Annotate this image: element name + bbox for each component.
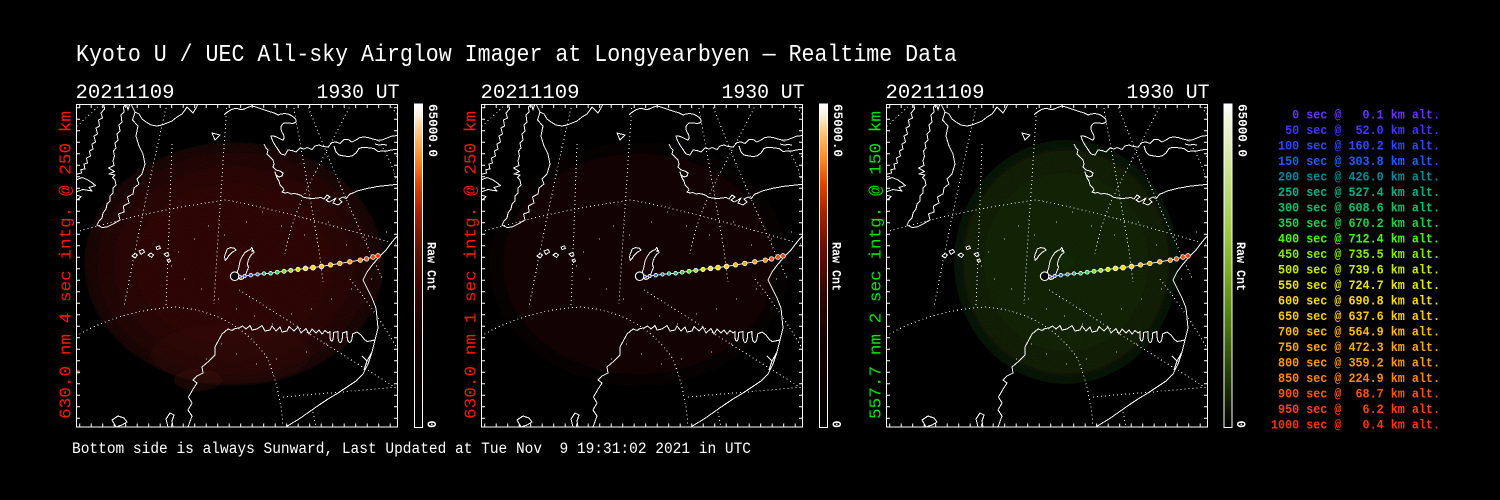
- svg-text:500 sec @ 739.6 km alt.: 500 sec @ 739.6 km alt.: [1271, 264, 1440, 278]
- svg-text:1930 UT: 1930 UT: [722, 82, 805, 105]
- svg-text:1930 UT: 1930 UT: [317, 82, 400, 105]
- svg-text:20211109: 20211109: [76, 82, 175, 105]
- svg-text:450 sec @ 735.5 km alt.: 450 sec @ 735.5 km alt.: [1271, 248, 1440, 262]
- svg-text:0: 0: [1233, 421, 1247, 429]
- svg-text:150 sec @ 303.8 km alt.: 150 sec @ 303.8 km alt.: [1271, 155, 1440, 169]
- svg-text:Raw Cnt: Raw Cnt: [829, 242, 843, 291]
- svg-text:350 sec @ 670.2 km alt.: 350 sec @ 670.2 km alt.: [1271, 217, 1440, 231]
- svg-text:20211109: 20211109: [481, 82, 580, 105]
- svg-text:0: 0: [829, 421, 843, 429]
- svg-text:20211109: 20211109: [886, 82, 985, 105]
- svg-text:1930 UT: 1930 UT: [1127, 82, 1210, 105]
- svg-text:50 sec @ 52.0 km alt.: 50 sec @ 52.0 km alt.: [1271, 124, 1440, 138]
- svg-text:250 sec @ 527.4 km alt.: 250 sec @ 527.4 km alt.: [1271, 186, 1440, 200]
- svg-text:630.0 nm 4 sec intg. @ 250 km: 630.0 nm 4 sec intg. @ 250 km: [58, 111, 77, 419]
- svg-text:0 sec @ 0.1 km alt.: 0 sec @ 0.1 km alt.: [1271, 109, 1440, 123]
- svg-text:65000.0: 65000.0: [1235, 104, 1249, 157]
- svg-text:100 sec @ 160.2 km alt.: 100 sec @ 160.2 km alt.: [1271, 140, 1440, 154]
- svg-text:0: 0: [424, 421, 438, 429]
- svg-text:950 sec @ 6.2 km alt.: 950 sec @ 6.2 km alt.: [1271, 403, 1440, 417]
- svg-text:600 sec @ 690.8 km alt.: 600 sec @ 690.8 km alt.: [1271, 295, 1440, 309]
- svg-text:65000.0: 65000.0: [830, 104, 844, 157]
- svg-text:850 sec @ 224.9 km alt.: 850 sec @ 224.9 km alt.: [1271, 372, 1440, 386]
- svg-text:900 sec @ 68.7 km alt.: 900 sec @ 68.7 km alt.: [1271, 388, 1440, 402]
- svg-text:1000 sec @ 0.4 km alt.: 1000 sec @ 0.4 km alt.: [1271, 419, 1440, 433]
- svg-text:630.0 nm 1 sec intg. @ 250 km: 630.0 nm 1 sec intg. @ 250 km: [463, 111, 482, 419]
- svg-text:Bottom side is always Sunward,: Bottom side is always Sunward, Last Upda…: [72, 440, 751, 458]
- svg-text:557.7 nm 2 sec intg. @ 150 km: 557.7 nm 2 sec intg. @ 150 km: [868, 111, 887, 419]
- svg-text:800 sec @ 359.2 km alt.: 800 sec @ 359.2 km alt.: [1271, 357, 1440, 371]
- svg-text:Kyoto U / UEC All-sky Airglow: Kyoto U / UEC All-sky Airglow Imager at …: [76, 42, 957, 69]
- svg-text:200 sec @ 426.0 km alt.: 200 sec @ 426.0 km alt.: [1271, 171, 1440, 185]
- svg-text:650 sec @ 637.6 km alt.: 650 sec @ 637.6 km alt.: [1271, 310, 1440, 324]
- svg-text:Raw Cnt: Raw Cnt: [1233, 242, 1247, 291]
- svg-text:Raw Cnt: Raw Cnt: [424, 242, 438, 291]
- svg-text:65000.0: 65000.0: [425, 104, 439, 157]
- svg-text:700 sec @ 564.9 km alt.: 700 sec @ 564.9 km alt.: [1271, 326, 1440, 340]
- svg-text:750 sec @ 472.3 km alt.: 750 sec @ 472.3 km alt.: [1271, 341, 1440, 355]
- svg-text:400 sec @ 712.4 km alt.: 400 sec @ 712.4 km alt.: [1271, 233, 1440, 247]
- svg-text:550 sec @ 724.7 km alt.: 550 sec @ 724.7 km alt.: [1271, 279, 1440, 293]
- svg-text:300 sec @ 608.6 km alt.: 300 sec @ 608.6 km alt.: [1271, 202, 1440, 216]
